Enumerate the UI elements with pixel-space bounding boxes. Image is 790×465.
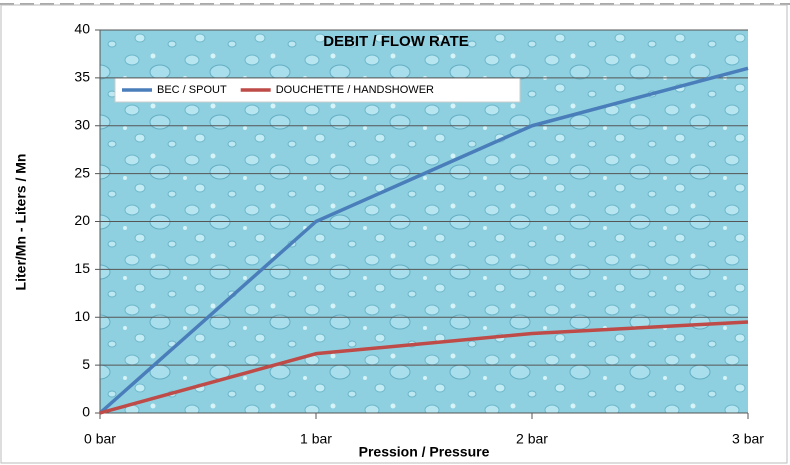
y-axis-title: Liter/Mn - Liters / Mn (13, 154, 29, 291)
chart-title: DEBIT / FLOW RATE (323, 33, 469, 50)
legend-label: DOUCHETTE / HANDSHOWER (276, 84, 434, 96)
chart: DEBIT / FLOW RATE Pression / Pressure Li… (0, 0, 790, 465)
x-tick-label: 2 bar (516, 431, 548, 447)
y-tick-label: 35 (74, 69, 90, 85)
y-tick-label: 40 (74, 21, 90, 37)
x-axis-title: Pression / Pressure (359, 444, 490, 460)
y-tick-label: 0 (82, 404, 90, 420)
x-tick-label: 1 bar (300, 431, 332, 447)
x-tick-label: 3 bar (732, 431, 764, 447)
y-tick-label: 25 (74, 164, 90, 180)
legend-label: BEC / SPOUT (157, 84, 227, 96)
x-tick-label: 0 bar (84, 431, 116, 447)
y-tick-label: 30 (74, 116, 90, 132)
y-tick-label: 10 (74, 308, 90, 324)
y-tick-label: 20 (74, 212, 90, 228)
y-tick-label: 5 (82, 356, 90, 372)
y-tick-label: 15 (74, 260, 90, 276)
